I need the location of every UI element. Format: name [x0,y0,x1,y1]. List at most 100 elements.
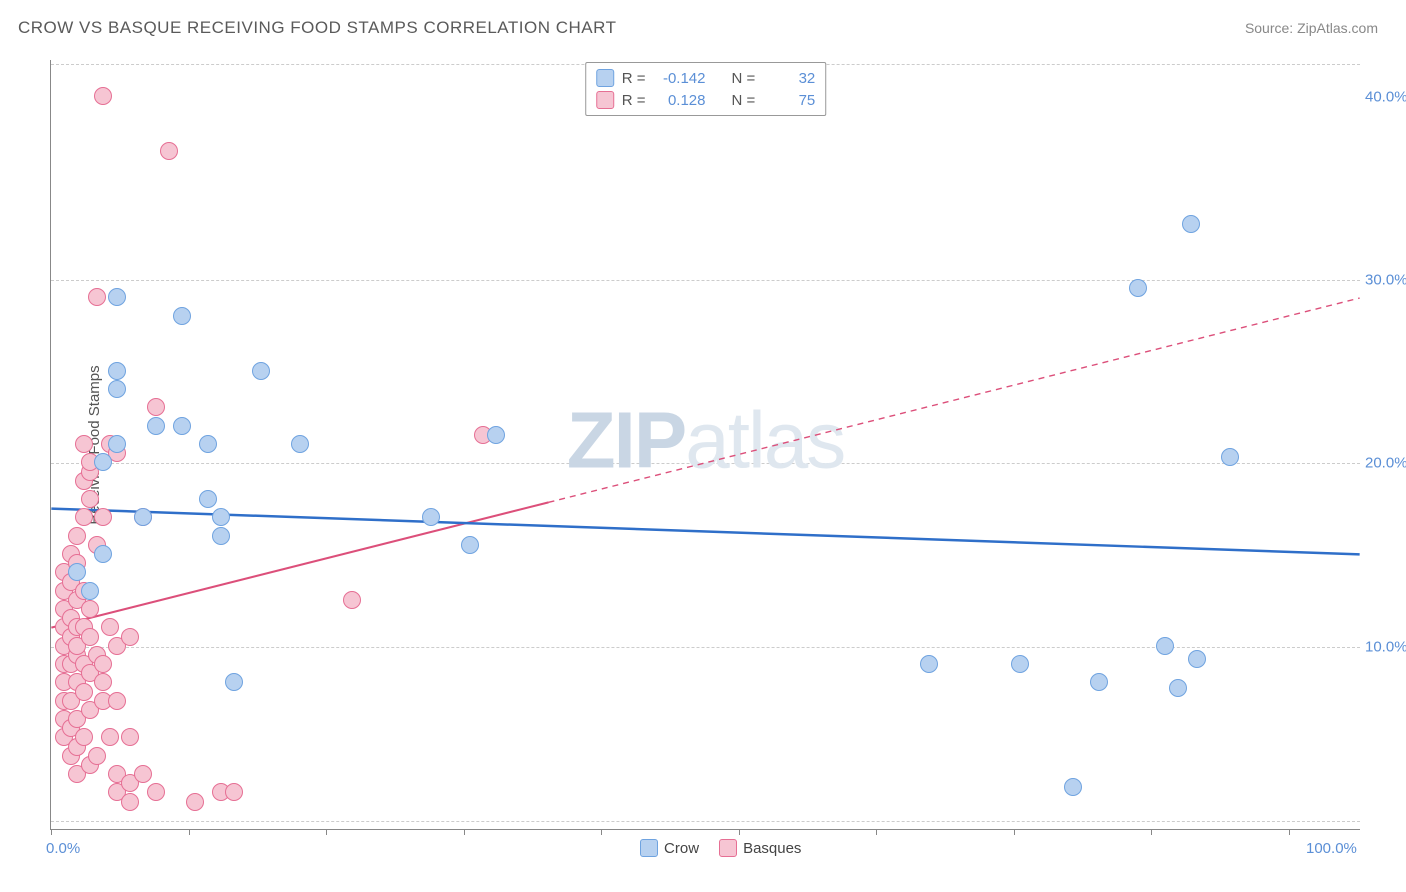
stats-legend: R = -0.142 N = 32 R = 0.128 N = 75 [585,62,827,116]
basques-point [81,600,99,618]
basques-point [101,728,119,746]
crow-point [108,288,126,306]
x-tick-mark [876,829,877,835]
crow-point [81,582,99,600]
basques-point [94,673,112,691]
basques-point [121,628,139,646]
crow-point [1064,778,1082,796]
crow-point [920,655,938,673]
basques-point [225,783,243,801]
stats-row-basques: R = 0.128 N = 75 [596,89,816,111]
chart-title: CROW VS BASQUE RECEIVING FOOD STAMPS COR… [18,18,616,38]
x-tick-mark [326,829,327,835]
basques-point [75,508,93,526]
crow-point [1182,215,1200,233]
x-tick-mark [1289,829,1290,835]
crow-point [68,563,86,581]
basques-point [88,747,106,765]
basques-point [186,793,204,811]
basques-point [94,87,112,105]
crow-point [1156,637,1174,655]
x-tick-mark [601,829,602,835]
crow-n-value: 32 [763,70,815,87]
basques-point [94,508,112,526]
crow-point [147,417,165,435]
r-label: R = [622,70,646,87]
crow-point [1090,673,1108,691]
basques-point [343,591,361,609]
crow-point [134,508,152,526]
legend-item-basques: Basques [719,839,801,857]
gridline [51,463,1360,464]
crow-point [1129,279,1147,297]
watermark-zip: ZIP [567,395,685,484]
crow-point [487,426,505,444]
basques-point [108,692,126,710]
y-tick-label: 20.0% [1365,455,1406,472]
basques-r-value: 0.128 [654,92,706,109]
crow-point [108,362,126,380]
y-tick-label: 30.0% [1365,272,1406,289]
basques-point [101,618,119,636]
crow-point [94,453,112,471]
n-label: N = [732,92,756,109]
y-tick-label: 40.0% [1365,88,1406,105]
crow-point [108,380,126,398]
crow-point [422,508,440,526]
basques-point [121,793,139,811]
stats-row-crow: R = -0.142 N = 32 [596,67,816,89]
basques-point [147,398,165,416]
x-tick-mark [739,829,740,835]
basques-point [94,655,112,673]
x-tick-mark [189,829,190,835]
swatch-crow [640,839,658,857]
legend-item-crow: Crow [640,839,699,857]
x-tick-label: 100.0% [1306,840,1357,857]
crow-point [199,435,217,453]
x-tick-mark [1014,829,1015,835]
basques-point [160,142,178,160]
crow-point [212,508,230,526]
legend-label-basques: Basques [743,840,801,857]
r-label: R = [622,92,646,109]
crow-r-value: -0.142 [654,70,706,87]
crow-point [1221,448,1239,466]
basques-point [68,527,86,545]
basques-point [147,783,165,801]
crow-point [173,307,191,325]
source-attribution: Source: ZipAtlas.com [1245,20,1378,36]
basques-point [75,435,93,453]
basques-point [134,765,152,783]
crow-point [199,490,217,508]
y-tick-label: 10.0% [1365,638,1406,655]
x-tick-mark [464,829,465,835]
crow-point [1011,655,1029,673]
crow-point [108,435,126,453]
basques-n-value: 75 [763,92,815,109]
basques-point [81,490,99,508]
swatch-crow [596,69,614,87]
basques-point [81,628,99,646]
basques-point [75,728,93,746]
crow-point [1188,650,1206,668]
crow-point [173,417,191,435]
watermark-atlas: atlas [685,395,844,484]
trend-lines [51,60,1360,829]
legend-label-crow: Crow [664,840,699,857]
crow-point [252,362,270,380]
crow-point [212,527,230,545]
gridline [51,821,1360,822]
crow-point [461,536,479,554]
swatch-basques [596,91,614,109]
x-tick-mark [1151,829,1152,835]
x-tick-mark [51,829,52,835]
crow-point [94,545,112,563]
basques-point [121,728,139,746]
basques-point [75,683,93,701]
crow-point [291,435,309,453]
x-tick-label: 0.0% [46,840,80,857]
watermark: ZIPatlas [567,394,844,486]
swatch-basques [719,839,737,857]
crow-point [225,673,243,691]
n-label: N = [732,70,756,87]
